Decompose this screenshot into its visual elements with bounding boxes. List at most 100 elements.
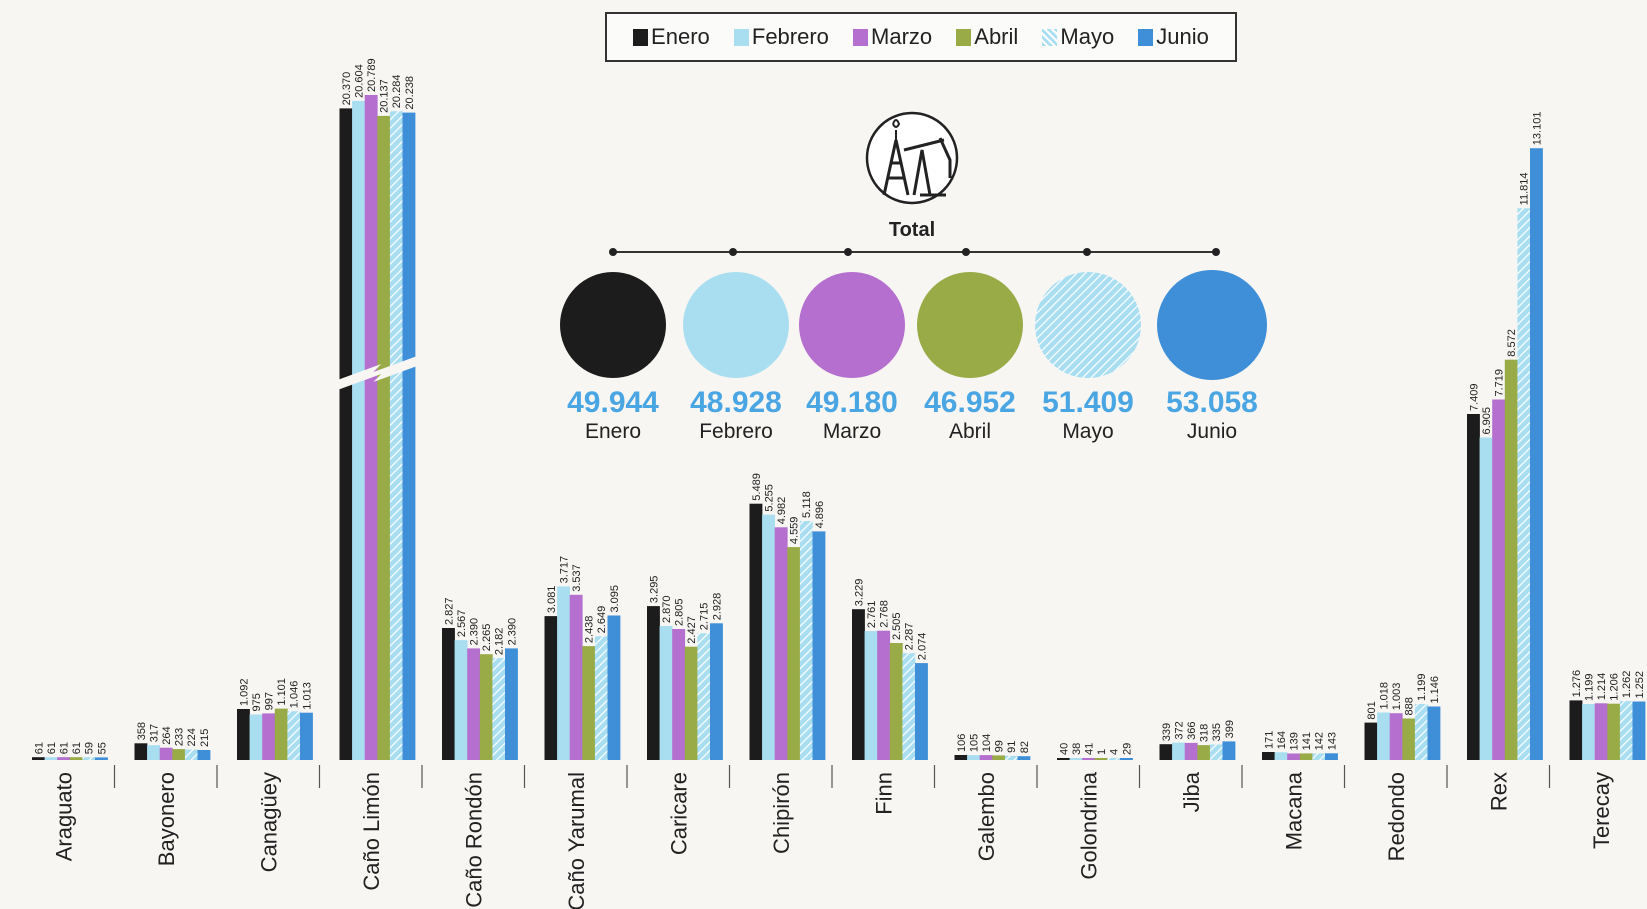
value-label: 1.101: [276, 678, 288, 706]
bar-redondo-mayo: [1414, 704, 1428, 760]
bar-bayonero-enero: [134, 743, 148, 760]
value-label: 13.101: [1531, 112, 1543, 146]
value-label: 2.761: [866, 601, 878, 629]
bar-jiba-abril: [1197, 745, 1211, 760]
bar-cano-yarumal-enero: [544, 616, 558, 760]
bar-rex-mayo: [1517, 208, 1531, 761]
value-label: 104: [981, 734, 993, 752]
value-label: 5.489: [751, 473, 763, 501]
bar-caricare-febrero: [659, 626, 673, 760]
bar-finn-enero: [852, 609, 865, 760]
bar-macana-junio: [1325, 753, 1338, 760]
axis-break-marker: [337, 356, 418, 390]
value-label: 888: [1404, 697, 1416, 715]
value-label: 2.505: [891, 612, 903, 640]
value-label: 105: [968, 734, 980, 752]
x-tick-label: Finn: [871, 772, 896, 815]
value-label: 141: [1301, 732, 1313, 750]
total-month-label: Enero: [585, 420, 641, 443]
value-label: 171: [1263, 731, 1275, 749]
total-month-label: Marzo: [823, 420, 881, 443]
bar-caricare-mayo: [697, 633, 711, 760]
value-label: 61: [33, 742, 45, 754]
timeline-dot: [609, 248, 617, 256]
x-tick-label: Macana: [1281, 771, 1306, 850]
value-label: 339: [1161, 723, 1173, 741]
bar-cano-limon-febrero: [352, 100, 365, 760]
bar-cano-limon-junio: [402, 112, 416, 761]
x-axis: Araguato Bayonero Canagüey Caño Limón Caño R…: [51, 765, 1614, 909]
value-label: 91: [1006, 741, 1018, 753]
value-label: 1.206: [1609, 673, 1621, 701]
x-tick-label: Galembo: [974, 772, 999, 861]
value-label: 4.559: [789, 517, 801, 545]
bars-group: [32, 95, 1646, 761]
bar-redondo-febrero: [1377, 712, 1390, 760]
value-label: 2.182: [494, 628, 506, 656]
bar-rex-abril: [1504, 359, 1518, 760]
bar-galembo-enero: [954, 755, 968, 760]
bar-redondo-junio: [1427, 706, 1441, 760]
value-label: 2.870: [661, 595, 673, 623]
value-label: 1.092: [238, 678, 250, 706]
timeline-dot: [729, 248, 737, 256]
value-label: 975: [251, 693, 263, 711]
value-label: 1.199: [1583, 673, 1595, 701]
legend-label: Marzo: [871, 24, 933, 49]
bar-cano-yarumal-junio: [607, 615, 621, 760]
total-value: 46.952: [924, 386, 1016, 419]
bar-caricare-enero: [647, 606, 660, 760]
bar-terecay-marzo: [1594, 703, 1608, 760]
bar-canaguey-abril: [274, 708, 288, 760]
bar-caricare-junio: [710, 623, 723, 760]
legend-label: Junio: [1156, 24, 1209, 49]
legend-item-marzo: Marzo: [853, 24, 932, 50]
bar-cano-rondon-junio: [505, 648, 518, 760]
bar-araguato-junio: [95, 757, 108, 760]
bar-golondrina-enero: [1057, 758, 1070, 760]
value-label: 61: [46, 742, 58, 754]
bar-araguato-marzo: [57, 757, 71, 760]
value-label: 1.262: [1621, 671, 1633, 699]
bar-araguato-febrero: [44, 757, 58, 760]
value-label: 317: [148, 724, 160, 742]
bar-golondrina-marzo: [1082, 758, 1096, 760]
bar-cano-limon-enero: [339, 108, 353, 760]
value-label: 61: [71, 742, 83, 754]
bar-terecay-junio: [1632, 701, 1646, 760]
value-label: 1.003: [1391, 683, 1403, 711]
value-label: 1.146: [1429, 676, 1441, 704]
bar-rex-marzo: [1492, 399, 1506, 760]
bar-araguato-enero: [32, 757, 45, 760]
x-tick-label: Golondrina: [1076, 771, 1101, 879]
timeline-dot: [1083, 248, 1091, 256]
total-circle-marzo: [799, 272, 905, 378]
value-label: 358: [136, 722, 148, 740]
value-label: 3.229: [853, 579, 865, 607]
bar-rex-enero: [1467, 414, 1480, 760]
total-value: 49.944: [567, 386, 659, 419]
bar-jiba-junio: [1222, 741, 1236, 760]
bar-araguato-abril: [69, 757, 83, 760]
value-label: 5.118: [801, 491, 813, 518]
value-label: 20.604: [353, 64, 365, 98]
value-label: 3.295: [648, 576, 660, 604]
value-label: 2.805: [674, 598, 686, 626]
value-label: 4: [1109, 749, 1121, 755]
oil-pump-icon: [865, 111, 959, 205]
total-month-label: Febrero: [699, 420, 773, 443]
bar-canaguey-mayo: [287, 711, 301, 760]
bar-chipiron-junio: [812, 531, 826, 760]
value-label: 7.409: [1468, 383, 1480, 411]
legend-swatch: [633, 28, 649, 46]
value-label: 55: [96, 742, 108, 754]
x-tick-label: Caño Limón: [359, 772, 384, 891]
bar-bayonero-junio: [197, 750, 211, 760]
bar-golondrina-junio: [1120, 758, 1133, 760]
value-label: 82: [1019, 741, 1031, 753]
value-label: 29: [1121, 743, 1133, 755]
bar-cano-yarumal-marzo: [569, 594, 583, 760]
x-tick-label: Jiba: [1179, 771, 1204, 812]
